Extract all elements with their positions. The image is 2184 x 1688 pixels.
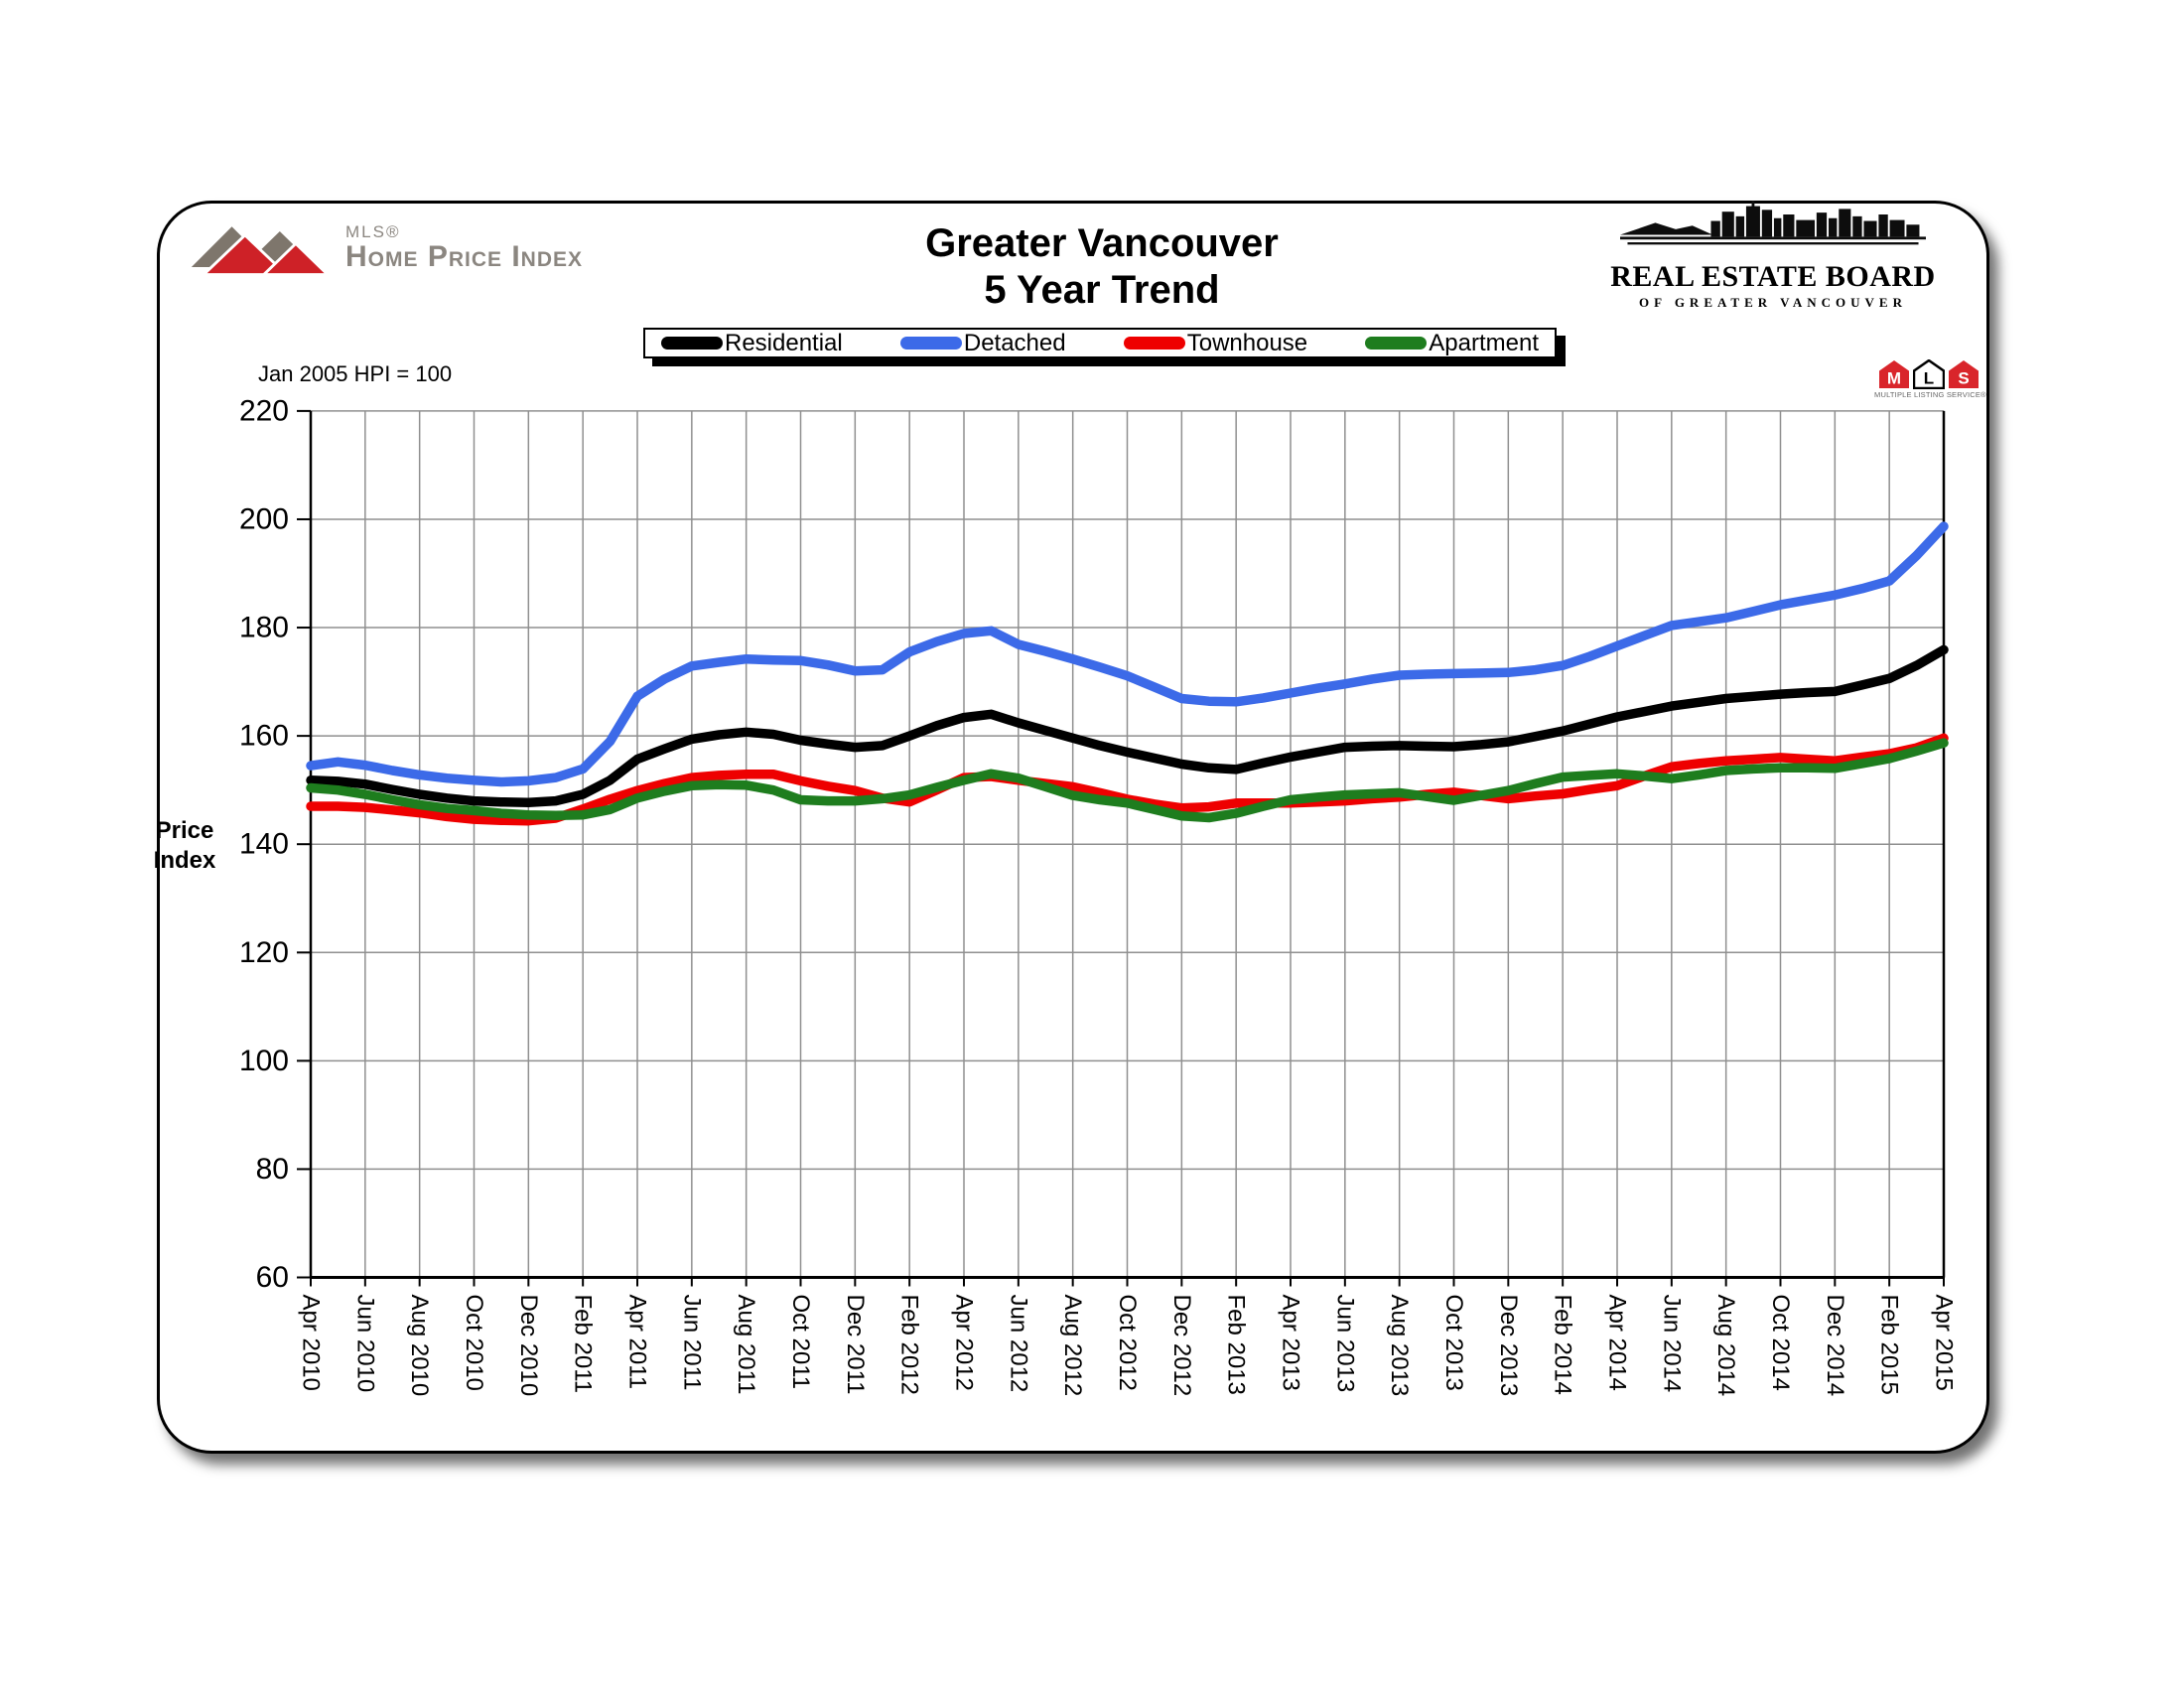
series-line-residential [306, 644, 1949, 807]
x-tick-label: Dec 2012 [1168, 1295, 1195, 1397]
x-tick-label: Apr 2010 [298, 1295, 325, 1391]
mls-hpi-logo-name: Home Price Index [345, 240, 584, 273]
x-tick-label: Apr 2011 [624, 1295, 651, 1390]
legend-label-residential: Residential [725, 329, 843, 356]
y-axis-title-line1: Price [155, 817, 214, 844]
y-axis-title-line2: Index [153, 847, 216, 874]
x-tick-label: Apr 2012 [951, 1295, 978, 1391]
legend-swatch-apartment [1365, 337, 1428, 350]
x-tick-label: Jun 2010 [351, 1295, 378, 1393]
x-tick-label: Feb 2014 [1550, 1295, 1576, 1395]
svg-text:S: S [1958, 369, 1969, 388]
mls-badge-house-m-icon: M [1879, 360, 1909, 388]
rebgv-logo: REAL ESTATE BOARD OF GREATER VANCOUVER [1600, 201, 1946, 311]
y-tick-label: 80 [256, 1153, 289, 1186]
x-tick-label: Feb 2012 [896, 1295, 923, 1395]
rebgv-logo-subtitle: OF GREATER VANCOUVER [1639, 295, 1907, 310]
x-tick-label: Oct 2013 [1440, 1295, 1467, 1391]
x-tick-label: Oct 2012 [1114, 1295, 1141, 1391]
y-axis-title: Price Index [135, 816, 234, 876]
legend-label-townhouse: Townhouse [1186, 329, 1308, 356]
chart-title-line2: 5 Year Trend [984, 268, 1220, 312]
x-tick-label: Dec 2010 [515, 1295, 542, 1397]
x-tick-label: Apr 2013 [1278, 1295, 1304, 1391]
mls-badge-house-l-icon: L [1913, 359, 1945, 389]
chart-title: Greater Vancouver 5 Year Trend [844, 220, 1360, 314]
y-tick-label: 120 [239, 936, 289, 969]
x-tick-label: Feb 2015 [1876, 1295, 1903, 1395]
x-tick-label: Oct 2011 [787, 1295, 814, 1390]
mls-badge-house-s-icon: S [1949, 360, 1979, 388]
baseline-note: Jan 2005 HPI = 100 [258, 361, 453, 386]
x-tick-label: Apr 2015 [1931, 1295, 1958, 1391]
mls-badge-houses: M L S [1874, 359, 1983, 389]
mls-badge-caption: MULTIPLE LISTING SERVICE® [1874, 390, 1986, 399]
x-tick-label: Apr 2014 [1604, 1295, 1631, 1391]
x-tick-label: Aug 2011 [733, 1295, 759, 1395]
legend-item-detached: Detached [899, 329, 1066, 357]
x-tick-label: Dec 2011 [842, 1295, 869, 1395]
mls-badge: M L S MULTIPLE LISTING SERVICE® [1874, 359, 1986, 399]
x-tick-label: Feb 2011 [570, 1295, 597, 1394]
chart-legend: Residential Detached Townhouse Apartment [643, 328, 1557, 358]
legend-item-apartment: Apartment [1365, 330, 1539, 357]
y-tick-label: 180 [239, 612, 289, 644]
y-tick-label: 200 [239, 502, 289, 535]
x-tick-label: Jun 2012 [1005, 1295, 1031, 1393]
x-tick-label: Feb 2013 [1223, 1295, 1250, 1395]
x-tick-label: Aug 2012 [1059, 1295, 1086, 1397]
chart-title-line1: Greater Vancouver [925, 221, 1279, 265]
x-tick-label: Jun 2011 [678, 1295, 705, 1391]
x-tick-label: Jun 2014 [1658, 1295, 1685, 1393]
x-tick-label: Dec 2014 [1822, 1295, 1848, 1397]
legend-swatch-townhouse [1123, 337, 1185, 350]
x-tick-label: Dec 2013 [1495, 1295, 1522, 1397]
legend-label-apartment: Apartment [1429, 329, 1539, 356]
y-tick-label: 100 [239, 1045, 289, 1077]
x-tick-label: Oct 2014 [1767, 1295, 1794, 1391]
y-tick-label: 140 [239, 828, 289, 861]
legend-swatch-detached [899, 337, 962, 350]
mls-hpi-logo: MLS® Home Price Index [189, 218, 583, 280]
y-tick-label: 220 [239, 394, 289, 427]
legend-swatch-residential [661, 337, 723, 350]
x-tick-label: Aug 2014 [1712, 1295, 1739, 1397]
mls-hpi-logo-mls: MLS® [345, 222, 401, 241]
svg-text:M: M [1887, 369, 1901, 388]
legend-item-townhouse: Townhouse [1123, 329, 1308, 357]
legend-item-residential: Residential [661, 330, 843, 357]
x-tick-label: Oct 2010 [461, 1295, 487, 1391]
svg-text:L: L [1924, 369, 1934, 388]
legend-label-detached: Detached [963, 329, 1066, 356]
rebgv-skyline-icon [1620, 201, 1926, 245]
y-tick-label: 160 [239, 720, 289, 753]
rebgv-logo-title: REAL ESTATE BOARD [1610, 260, 1936, 293]
x-tick-label: Jun 2013 [1331, 1295, 1358, 1393]
series-line-apartment [306, 738, 1949, 823]
mls-hpi-roof-icon [191, 226, 330, 276]
x-tick-label: Aug 2010 [406, 1295, 433, 1397]
mls-hpi-logo-text: MLS® Home Price Index [345, 218, 583, 274]
y-tick-label: 60 [256, 1261, 289, 1294]
x-tick-label: Aug 2013 [1386, 1295, 1413, 1397]
series-line-detached [306, 521, 1949, 787]
